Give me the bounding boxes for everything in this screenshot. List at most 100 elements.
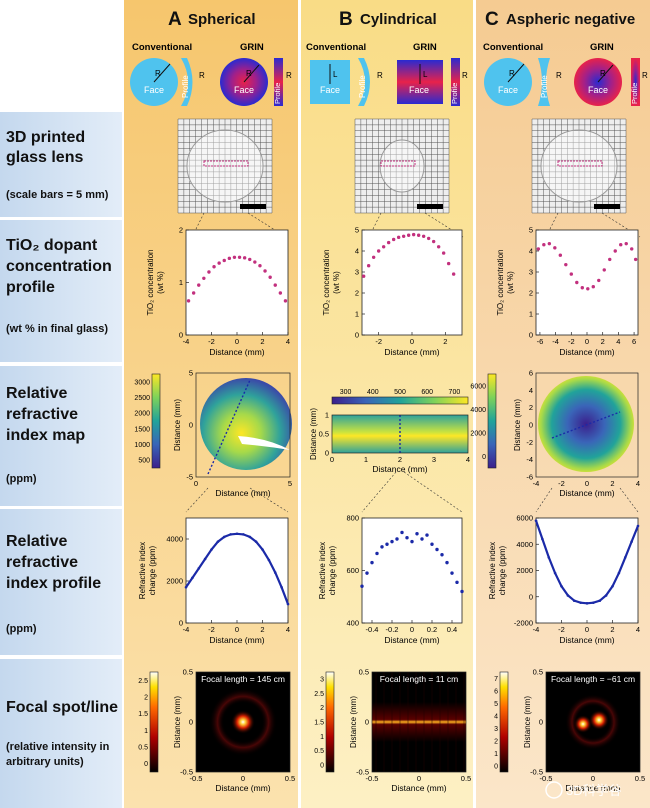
r-label-b2: R [462,71,468,80]
conv-profile-c [538,58,550,106]
data-point [421,234,426,238]
data-point [560,584,563,588]
y-tick-label: -5 [186,473,193,482]
y-tick-label: 4000 [516,540,533,549]
x-tick-label: 0 [591,774,595,783]
y-axis-label: Distance (mm) [309,408,318,460]
chart-B-TiO2: -2 0 2 0 1 2 3 4 5 Distance (mm) TiO₂ concentratio… [322,226,463,357]
axes-frame [331,414,469,454]
colorbar-tick-label: 2.5 [314,691,324,698]
data-point [242,533,245,536]
y-tick-label: 0 [179,331,183,340]
zoom-guide [619,487,639,513]
x-tick-label: 4 [636,625,640,634]
colorbar: 0 1 2 3 4 5 6 7 [494,671,509,773]
data-point [360,584,364,588]
y-axis-label: Refractive index [138,542,147,599]
data-point [416,233,421,237]
data-point [222,258,226,263]
x-tick-label: 0 [241,774,245,783]
y-tick-label: 800 [346,514,359,523]
colorbar: 300 400 500 600 700 [331,389,469,405]
row-label-1: 3D printed glass lens (scale bars = 5 mm… [6,129,109,201]
colorbar-tick-label: 0.5 [314,748,324,755]
focal-line [372,702,466,742]
y-tick-label: 5 [355,226,359,235]
data-point [253,260,257,264]
y-tick-label: 1 [529,310,533,319]
data-point [624,241,628,246]
colorbar-tick-label: 2000 [470,430,486,437]
row1-note: (scale bars = 5 mm) [6,189,109,201]
y-tick-label: 3 [355,268,359,277]
data-point [248,535,252,539]
x-tick-label: 2 [610,625,614,634]
colorbar-tick-label: 7 [494,676,498,683]
r-label-c1: R [509,69,515,78]
focal-length-label: Focal length = 145 cm [201,674,285,684]
data-point [210,548,213,551]
row-label-bg-2 [0,220,122,362]
index-map-image [538,376,634,472]
line-scan-marker [557,160,603,167]
data-point [586,287,590,291]
zoom-guide [249,487,289,513]
colorbar-tick-label: 4000 [470,407,486,414]
data-point [566,594,570,597]
data-point [227,256,232,261]
x-tick-label: -0.4 [366,625,379,634]
zoom-guide [535,487,553,513]
y-axis-label: Distance (mm) [513,399,522,451]
colorbar-gradient [499,671,509,773]
face-label-a2: Face [234,85,254,95]
colorbar-tick-label: 2 [494,738,498,745]
lens-diagrams: Conventional GRIN Face R Profile R Face … [130,42,648,106]
axes: -0.5 0 0.5 -0.5 0 0.5 Distance (mm) Distance (m… [523,668,645,794]
data-point [191,291,196,295]
x-tick-label: 0 [585,337,589,346]
x-axis-label: Distance (mm) [384,347,439,357]
axes: -0.5 0 0.5 -0.5 0 0.5 Distance (mm) Distance (m… [173,668,295,794]
data-point [366,264,371,268]
colorbar: 0 0.5 1 1.5 2 2.5 [138,671,159,773]
row5-note-line1: (relative intensity in [6,741,110,753]
grin-profile-b [451,58,460,106]
data-point [602,268,606,272]
grin-label-c: GRIN [590,42,614,53]
axes-frame [371,671,467,773]
lens-photo-c [531,118,641,238]
data-point [235,532,239,536]
row-label-2: TiO₂ dopant concentration profile (wt % … [6,237,112,335]
column-c-letter: C [485,9,499,30]
y-tick-label: 1 [355,310,359,319]
row-label-bg-4 [0,509,122,655]
x-tick-label: 0 [194,479,198,488]
x-tick-label: 6 [632,337,636,346]
x-tick-label: 4 [286,625,290,634]
plot-area [535,517,639,624]
grin-label-a: GRIN [240,42,264,53]
r-label-c2: R [556,71,562,80]
data-point [207,270,211,274]
y-tick-label: -0.5 [180,768,193,777]
colorbar-tick-label: 2500 [134,395,150,402]
y-tick-label: 0 [529,421,533,430]
x-tick-label: 0 [235,337,239,346]
data-point [258,264,262,268]
grin-profile-c [631,58,640,106]
data-point [611,584,614,588]
row3-title-line1: Relative [6,385,67,402]
data-point [460,589,464,594]
column-a-title: Spherical [188,11,256,28]
x-tick-label: -0.5 [190,774,203,783]
column-c-header: C Aspheric negative [485,9,635,30]
row-label-bg-3 [0,366,122,506]
focal-spot-panels: 0 0.5 1 1.5 2 2.5 Focal length = 145 cm -0.5 0 0.… [138,668,645,794]
x-tick-label: 0 [410,625,414,634]
x-tick-label: 2 [601,337,605,346]
colorbar-gradient [149,671,159,773]
zoom-guide [545,212,559,238]
y-tick-label: 2 [179,226,183,235]
